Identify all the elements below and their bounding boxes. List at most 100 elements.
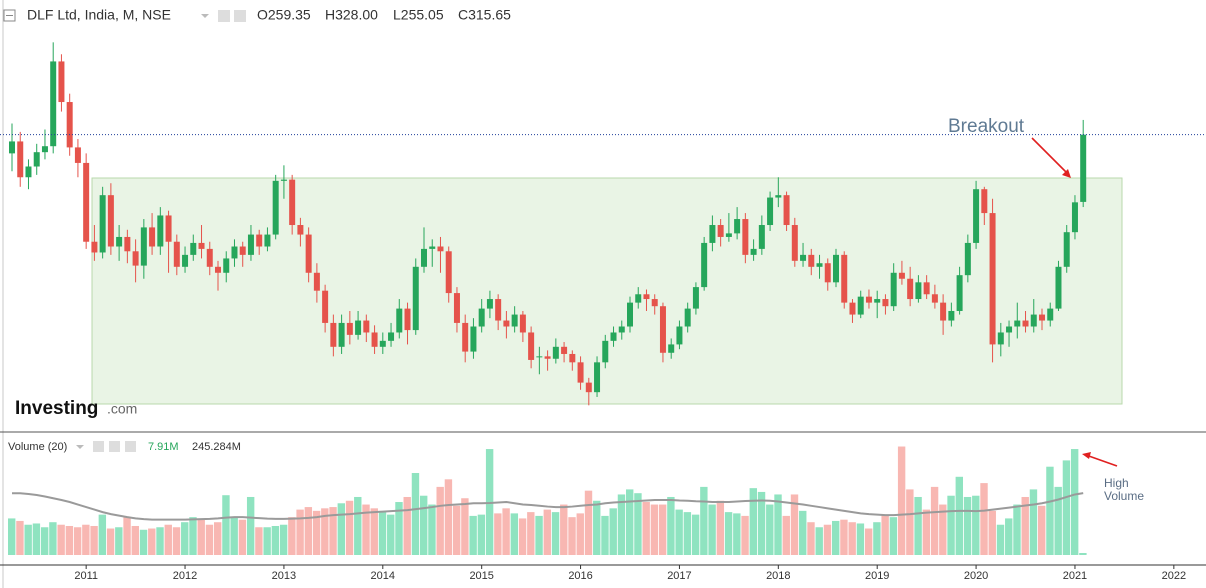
volume-bar [733, 513, 741, 555]
candle-body [602, 340, 609, 363]
candle-body [816, 263, 823, 267]
candle-body [396, 308, 403, 333]
candle-body [841, 254, 848, 303]
candle-body [948, 310, 955, 321]
x-tick-label: 2017 [667, 570, 691, 582]
volume-bar [593, 500, 601, 555]
volume-bar [461, 498, 469, 555]
volume-bar [1046, 466, 1054, 555]
volume-bar [321, 508, 329, 555]
candle-body [503, 320, 510, 327]
logo-suffix: .com [107, 401, 137, 417]
ohlc-low: L255.05 [393, 7, 444, 23]
collapse-icon[interactable] [3, 9, 16, 22]
volume-bar [939, 504, 947, 555]
candle-body [239, 246, 246, 255]
candle-body [659, 306, 666, 353]
volume-bar [766, 504, 774, 555]
volume-bar [502, 508, 510, 555]
volume-bar [609, 508, 617, 555]
volume-bar [57, 524, 65, 555]
candle-body [668, 344, 675, 353]
volume-bar [444, 479, 453, 555]
volume-dropdown[interactable] [76, 445, 84, 449]
candle-body [272, 180, 279, 235]
settings-icon[interactable] [234, 10, 246, 22]
candle-body [462, 322, 469, 352]
volume-bar [485, 449, 494, 555]
volume-bar [139, 529, 148, 555]
eye-icon[interactable] [218, 10, 230, 22]
candle-body [791, 225, 798, 261]
volume-bar [617, 494, 626, 555]
volume-bar [963, 496, 972, 555]
candle-body [915, 282, 922, 300]
candle-body [173, 241, 180, 267]
candle-body [486, 299, 493, 309]
volume-bar [255, 527, 263, 555]
candle-body [519, 314, 526, 333]
volume-bar [650, 504, 659, 555]
volume-bars [8, 446, 1087, 555]
volume-settings-icon[interactable] [109, 441, 120, 452]
candle-body [429, 246, 436, 249]
candle-body [412, 266, 419, 331]
volume-bar [378, 512, 387, 555]
candle-body [890, 272, 897, 307]
volume-bar [774, 494, 782, 555]
candle-body [33, 152, 40, 167]
candle-body [857, 296, 864, 315]
volume-eye-icon[interactable] [93, 441, 104, 452]
candle-body [247, 234, 254, 255]
volume-bar [1021, 496, 1029, 555]
volume-bar [214, 522, 222, 555]
candle-body [9, 141, 15, 154]
candle-body [322, 290, 329, 323]
volume-bar [823, 524, 832, 555]
candle-body [25, 166, 32, 178]
candle-body [223, 258, 230, 273]
candle-body [280, 179, 287, 181]
volume-bar [535, 515, 543, 555]
candle-body [66, 102, 73, 148]
candle-body [149, 227, 156, 247]
candle-body [206, 248, 213, 267]
candle-body [898, 272, 905, 279]
candle-body [692, 287, 699, 309]
candle-body [849, 302, 856, 315]
volume-bar [452, 505, 461, 555]
volume-bar [477, 514, 486, 555]
candle-body [17, 141, 24, 178]
volume-close-icon[interactable] [125, 441, 136, 452]
volume-bar [543, 509, 551, 555]
volume-bar [411, 473, 420, 555]
candle-body [165, 215, 172, 242]
volume-bar [65, 525, 74, 555]
candle-body [338, 322, 345, 347]
candle-body [569, 353, 576, 363]
volume-bar [172, 527, 181, 555]
volume-bar [82, 524, 90, 555]
volume-bar [156, 527, 164, 555]
volume-bar [40, 527, 49, 555]
candle-body [478, 308, 485, 327]
candle-body [379, 340, 386, 347]
volume-bar [897, 446, 906, 555]
volume-bar [279, 524, 288, 555]
dropdown-arrow[interactable] [201, 14, 209, 18]
volume-bar [395, 502, 403, 555]
breakout-arrow [1031, 137, 1070, 176]
candle-body [231, 246, 238, 259]
candle-body [1030, 314, 1037, 327]
x-tick-label: 2015 [469, 570, 493, 582]
volume-bar [1054, 486, 1062, 555]
candle-body [882, 299, 889, 307]
candle-body [552, 346, 559, 359]
candle-body [973, 189, 980, 243]
candle-body [833, 254, 839, 283]
volume-bar [222, 495, 230, 555]
volume-bar [345, 500, 354, 555]
candle-body [1055, 266, 1062, 309]
candle-body [1063, 232, 1070, 267]
volume-bar [8, 518, 16, 555]
